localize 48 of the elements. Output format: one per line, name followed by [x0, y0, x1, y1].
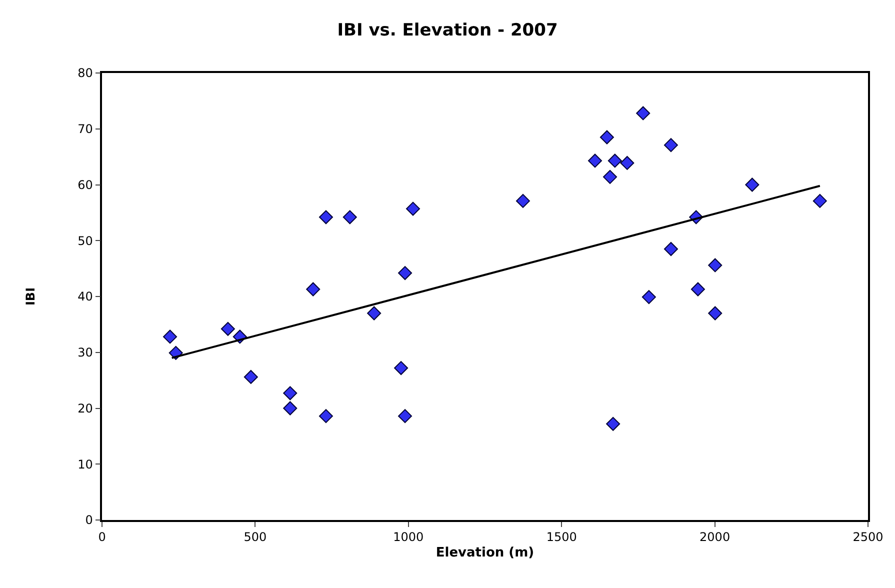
x-tick-label: 0 [98, 530, 106, 544]
y-tick-label: 10 [78, 457, 93, 472]
x-tick-label: 500 [244, 530, 267, 544]
y-axis-title: IBI [23, 287, 38, 306]
y-tick-label: 80 [78, 66, 93, 80]
point [620, 156, 634, 170]
point [398, 266, 412, 280]
point [664, 242, 678, 256]
chart-title: IBI vs. Elevation - 2007 [337, 20, 558, 40]
point [244, 370, 258, 384]
point [163, 330, 178, 344]
x-tick-label: 2000 [700, 530, 730, 544]
point [220, 322, 235, 336]
y-tick-label: 50 [78, 234, 93, 248]
y-tick-label: 30 [78, 346, 93, 360]
point [812, 194, 827, 208]
y-tick-label: 40 [78, 290, 93, 304]
point [342, 210, 357, 224]
point [406, 202, 420, 216]
point [690, 282, 705, 296]
point [708, 306, 722, 320]
point [398, 409, 412, 424]
point [642, 290, 656, 304]
point [588, 154, 602, 168]
point [745, 178, 760, 192]
point [367, 306, 382, 320]
point [516, 194, 530, 208]
point [636, 106, 650, 120]
point [283, 401, 298, 416]
y-tick-label: 20 [78, 401, 93, 416]
point [600, 130, 614, 144]
point [603, 170, 618, 184]
point [318, 409, 333, 424]
x-tick-label: 1500 [546, 530, 577, 544]
x-tick-label: 1000 [393, 530, 424, 544]
point [394, 361, 408, 376]
y-tick-label: 0 [85, 513, 93, 528]
point [664, 138, 678, 152]
y-tick-label: 60 [78, 178, 93, 192]
y-tick-label: 70 [78, 122, 93, 136]
x-axis-title: Elevation (m) [436, 545, 534, 560]
x-tick-label: 2500 [852, 530, 884, 544]
point [306, 282, 320, 296]
point [608, 154, 622, 168]
point [606, 416, 620, 431]
point [318, 210, 333, 224]
point [708, 258, 722, 272]
point [283, 386, 298, 400]
